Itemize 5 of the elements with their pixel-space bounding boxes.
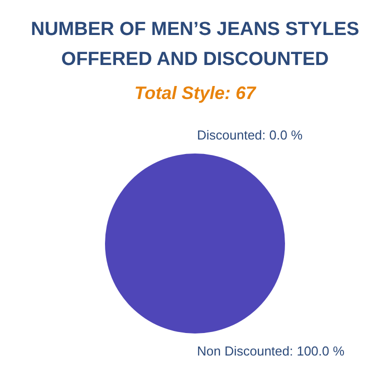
chart-subtitle: Total Style: 67 — [134, 83, 257, 103]
slice-label: Non Discounted: 100.0 % — [197, 344, 345, 358]
category-label: Discounted: 0.0 % — [197, 128, 303, 142]
text: OFFERED AND DISCOUNTED — [61, 49, 329, 70]
text: NUMBER OF MEN’S JEANS STYLES — [30, 19, 360, 40]
